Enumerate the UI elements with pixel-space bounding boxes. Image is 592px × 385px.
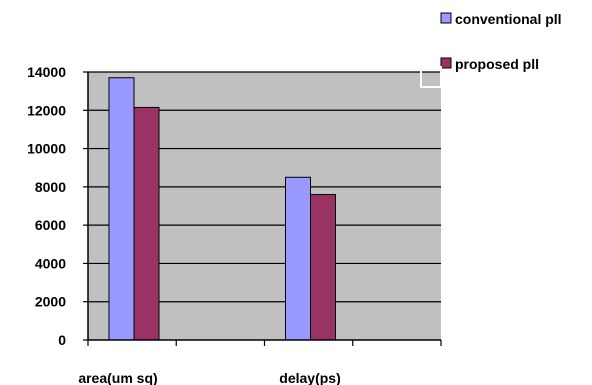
- legend-swatch: [440, 57, 452, 69]
- legend-label: proposed pll: [455, 56, 539, 72]
- legend: conventional pll proposed pll: [440, 11, 562, 72]
- x-axis-category-labels: area(um sq) delay(ps): [78, 370, 340, 385]
- legend-swatch: [440, 12, 452, 24]
- y-tick-label: 14000: [27, 64, 66, 80]
- y-tick-label: 2000: [35, 294, 66, 310]
- axes: [87, 72, 442, 346]
- x-category-label: delay(ps): [279, 370, 340, 385]
- y-tick-label: 8000: [35, 179, 66, 195]
- y-tick-label: 6000: [35, 217, 66, 233]
- y-tick-label: 12000: [27, 102, 66, 118]
- bar-conventional-pll-1: [285, 176, 311, 341]
- bar-proposed-pll-1: [310, 194, 336, 341]
- y-tick-label: 4000: [35, 255, 66, 271]
- x-category-label: area(um sq): [78, 370, 157, 385]
- y-tick-label: 10000: [27, 141, 66, 157]
- y-axis-ticks: 0 2000 4000 6000 8000 10000 12000 14000: [27, 64, 88, 348]
- y-tick-label: 0: [58, 332, 66, 348]
- legend-label: conventional pll: [455, 11, 562, 27]
- bar-proposed-pll-0: [133, 106, 160, 341]
- bar-conventional-pll-0: [108, 77, 135, 341]
- legend-anchor-box: [420, 66, 442, 88]
